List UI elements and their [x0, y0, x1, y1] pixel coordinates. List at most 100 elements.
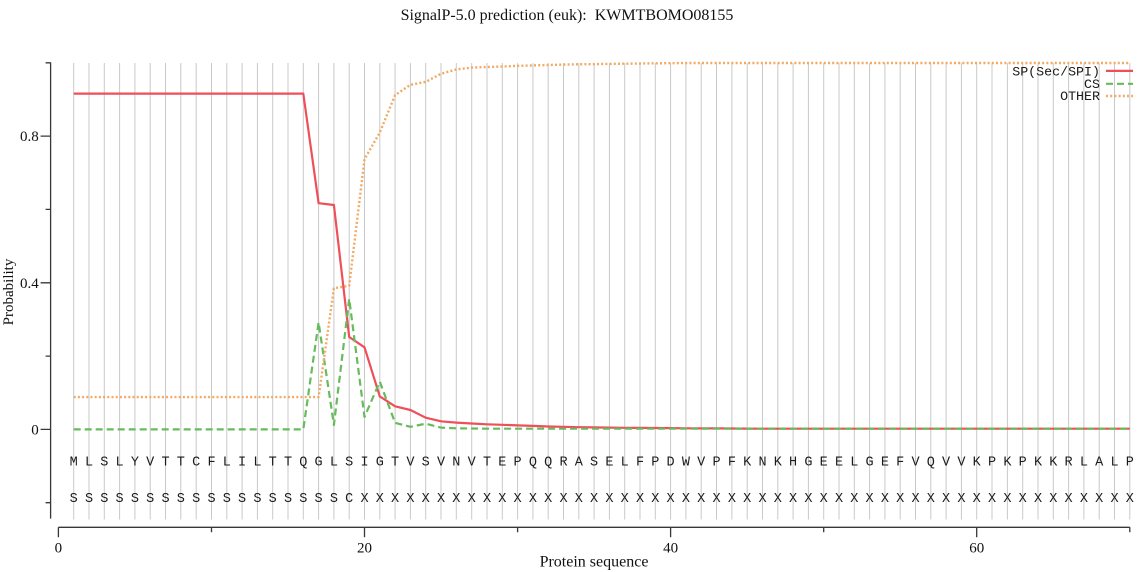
- svg-text:S: S: [177, 492, 185, 507]
- svg-text:S: S: [100, 456, 108, 471]
- svg-text:F: F: [207, 456, 215, 471]
- svg-text:S: S: [315, 492, 323, 507]
- svg-text:M: M: [70, 456, 78, 471]
- svg-text:E: E: [881, 456, 889, 471]
- svg-text:0: 0: [55, 541, 63, 557]
- svg-text:Q: Q: [544, 456, 552, 471]
- svg-text:N: N: [758, 456, 766, 471]
- svg-text:40: 40: [663, 541, 678, 557]
- svg-text:W: W: [682, 456, 691, 471]
- svg-text:E: E: [835, 456, 843, 471]
- svg-text:X: X: [973, 492, 981, 507]
- svg-text:X: X: [728, 492, 736, 507]
- svg-text:L: L: [223, 456, 231, 471]
- svg-text:R: R: [559, 456, 567, 471]
- svg-text:X: X: [544, 492, 552, 507]
- svg-text:0.4: 0.4: [20, 276, 39, 292]
- svg-text:S: S: [70, 492, 78, 507]
- svg-text:S: S: [223, 492, 231, 507]
- svg-text:S: S: [116, 492, 124, 507]
- svg-text:A: A: [575, 456, 584, 471]
- svg-text:R: R: [1065, 456, 1073, 471]
- svg-text:X: X: [391, 492, 399, 507]
- svg-text:E: E: [498, 456, 506, 471]
- svg-text:X: X: [422, 492, 430, 507]
- svg-text:0.8: 0.8: [20, 129, 39, 145]
- svg-text:H: H: [789, 456, 797, 471]
- svg-text:X: X: [1049, 492, 1057, 507]
- svg-text:S: S: [284, 492, 292, 507]
- svg-text:X: X: [514, 492, 522, 507]
- svg-text:S: S: [345, 456, 353, 471]
- svg-text:20: 20: [357, 541, 372, 557]
- svg-text:G: G: [866, 456, 874, 471]
- svg-text:S: S: [85, 492, 93, 507]
- svg-text:S: S: [131, 492, 139, 507]
- svg-text:X: X: [1095, 492, 1103, 507]
- svg-text:F: F: [896, 456, 904, 471]
- svg-text:Probability: Probability: [1, 258, 17, 325]
- svg-text:K: K: [774, 456, 783, 471]
- svg-text:X: X: [957, 492, 965, 507]
- svg-text:CS: CS: [1084, 77, 1100, 92]
- svg-text:Q: Q: [299, 456, 307, 471]
- svg-text:X: X: [1019, 492, 1027, 507]
- svg-text:V: V: [406, 456, 415, 471]
- svg-text:SP(Sec/SPI): SP(Sec/SPI): [1012, 65, 1100, 80]
- svg-text:V: V: [942, 456, 951, 471]
- svg-text:V: V: [911, 456, 920, 471]
- svg-text:S: S: [207, 492, 215, 507]
- svg-text:X: X: [575, 492, 583, 507]
- svg-text:X: X: [881, 492, 889, 507]
- svg-text:L: L: [116, 456, 124, 471]
- svg-text:X: X: [1003, 492, 1011, 507]
- svg-text:S: S: [238, 492, 246, 507]
- svg-text:X: X: [667, 492, 675, 507]
- svg-text:N: N: [452, 456, 460, 471]
- svg-text:X: X: [483, 492, 491, 507]
- svg-text:G: G: [376, 456, 384, 471]
- svg-text:X: X: [804, 492, 812, 507]
- svg-text:X: X: [559, 492, 567, 507]
- svg-text:Q: Q: [927, 456, 935, 471]
- svg-text:V: V: [957, 456, 966, 471]
- svg-text:X: X: [452, 492, 460, 507]
- svg-text:K: K: [973, 456, 982, 471]
- svg-text:P: P: [1019, 456, 1027, 471]
- svg-text:L: L: [850, 456, 858, 471]
- svg-text:K: K: [743, 456, 752, 471]
- svg-text:K: K: [1003, 456, 1012, 471]
- svg-text:C: C: [345, 492, 353, 507]
- svg-text:X: X: [360, 492, 368, 507]
- svg-text:E: E: [820, 456, 828, 471]
- svg-text:T: T: [284, 456, 292, 471]
- svg-text:X: X: [651, 492, 659, 507]
- svg-text:X: X: [1126, 492, 1134, 507]
- svg-text:P: P: [514, 456, 522, 471]
- svg-text:Y: Y: [131, 456, 139, 471]
- svg-text:S: S: [253, 492, 261, 507]
- svg-text:P: P: [988, 456, 996, 471]
- svg-text:S: S: [161, 492, 169, 507]
- svg-text:L: L: [253, 456, 261, 471]
- svg-text:G: G: [315, 456, 323, 471]
- svg-text:X: X: [1065, 492, 1073, 507]
- svg-text:I: I: [360, 456, 368, 471]
- svg-text:X: X: [911, 492, 919, 507]
- svg-text:K: K: [1049, 456, 1058, 471]
- svg-text:X: X: [850, 492, 858, 507]
- svg-text:S: S: [146, 492, 154, 507]
- svg-text:P: P: [712, 456, 720, 471]
- svg-text:60: 60: [969, 541, 984, 557]
- svg-text:F: F: [636, 456, 644, 471]
- svg-text:V: V: [697, 456, 706, 471]
- svg-text:X: X: [758, 492, 766, 507]
- svg-text:0: 0: [31, 422, 39, 438]
- svg-text:S: S: [590, 456, 598, 471]
- svg-text:S: S: [100, 492, 108, 507]
- svg-text:X: X: [697, 492, 705, 507]
- svg-text:T: T: [161, 456, 169, 471]
- svg-text:C: C: [192, 456, 200, 471]
- svg-text:X: X: [376, 492, 384, 507]
- svg-text:X: X: [835, 492, 843, 507]
